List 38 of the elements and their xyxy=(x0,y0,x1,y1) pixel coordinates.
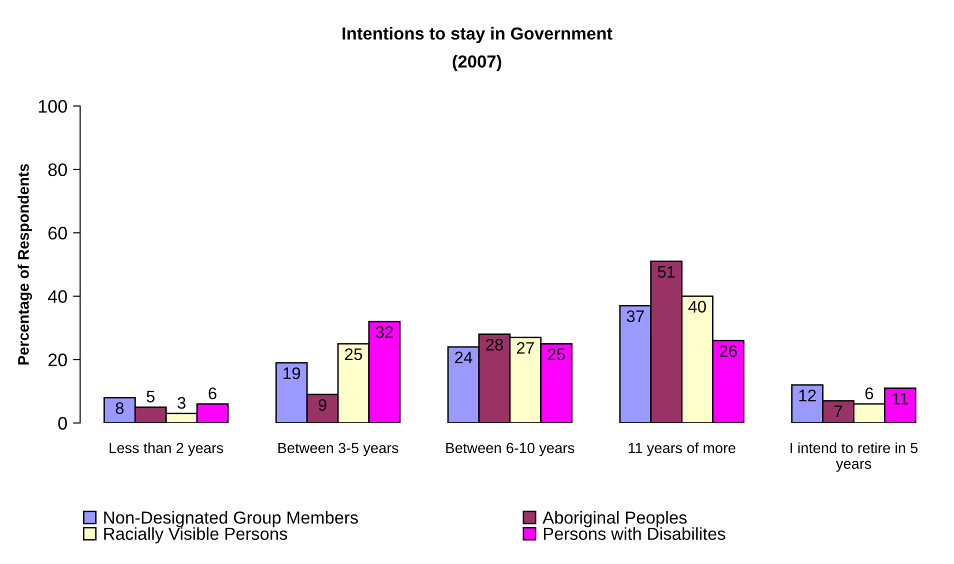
legend-label: Persons with Disabilites xyxy=(544,527,726,540)
data-label: 3 xyxy=(178,397,186,409)
x-tick-label: 11 years of more xyxy=(628,442,736,456)
data-label: 37 xyxy=(626,310,644,322)
data-label: 6 xyxy=(208,387,216,400)
x-tick-label: Between 3-5 years xyxy=(278,442,398,456)
data-label: 5 xyxy=(146,390,155,402)
data-label: 32 xyxy=(376,326,393,338)
data-label: 24 xyxy=(455,352,472,364)
data-label: 25 xyxy=(548,348,565,360)
y-tick-label: 80 xyxy=(48,163,67,176)
data-label: 26 xyxy=(720,345,737,357)
data-label: 25 xyxy=(345,348,362,360)
data-label: 28 xyxy=(486,338,503,351)
legend-label: Aboriginal Peoples xyxy=(542,511,687,528)
y-tick-label: 40 xyxy=(48,290,67,303)
legend-label: Non-Designated Group Members xyxy=(104,511,358,528)
x-tick-label: I intend to retire in 5 years xyxy=(790,442,918,472)
data-label: 11 xyxy=(892,392,908,404)
y-tick-label: 0 xyxy=(58,416,67,430)
x-tick-label: Less than 2 years xyxy=(110,442,224,456)
data-label: 51 xyxy=(658,266,675,278)
data-label: 27 xyxy=(516,342,534,354)
legend-label: Racially Visible Persons xyxy=(104,527,288,544)
data-label: 8 xyxy=(116,402,124,414)
y-tick-label: 20 xyxy=(48,354,67,366)
chart-subtitle: (2007) xyxy=(452,54,502,72)
data-label: 19 xyxy=(284,367,300,380)
x-tick-label: Between 6-10 years xyxy=(446,442,574,456)
chart-title: Intentions to stay in Government xyxy=(342,26,612,44)
data-label: 40 xyxy=(688,300,706,313)
data-label: 12 xyxy=(799,390,816,402)
data-label: 9 xyxy=(318,399,326,411)
y-tick-label: 100 xyxy=(38,100,67,113)
y-axis-title: Percentage of Respondents xyxy=(18,164,32,365)
y-tick-label: 60 xyxy=(48,226,67,240)
data-label: 6 xyxy=(865,387,874,400)
data-label: 7 xyxy=(834,406,842,418)
